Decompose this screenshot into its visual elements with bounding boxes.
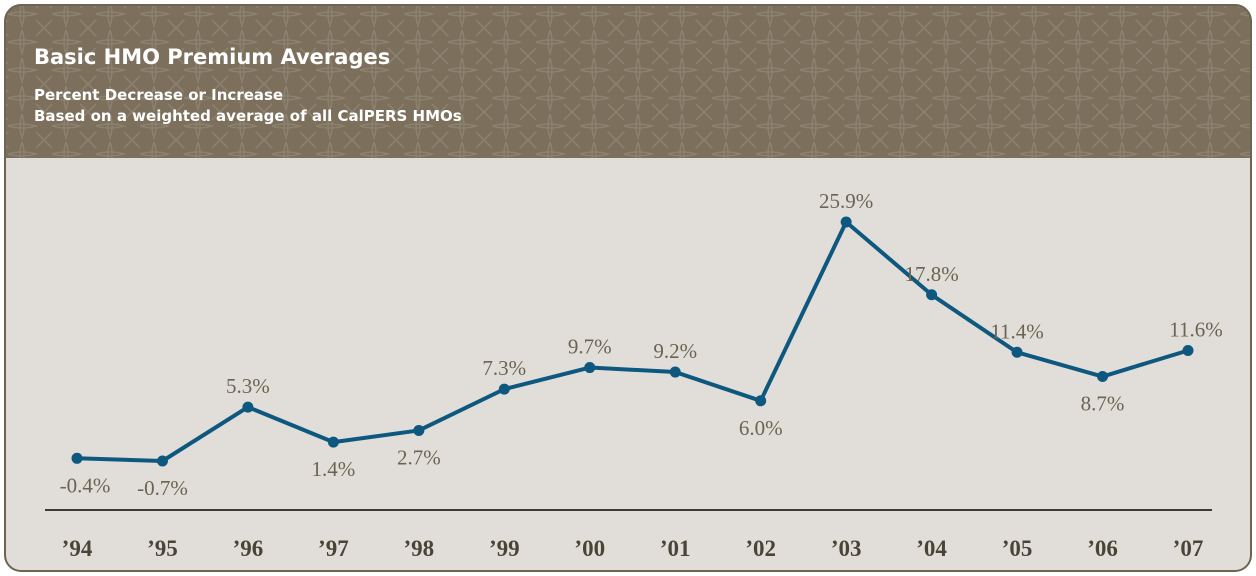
x-tick-label: ’98: [404, 536, 435, 561]
value-label: 7.3%: [482, 356, 526, 380]
x-tick-label: ’00: [574, 536, 605, 561]
value-label: 1.4%: [312, 457, 356, 481]
value-label: 8.7%: [1081, 392, 1125, 416]
x-tick-label: ’05: [1002, 536, 1033, 561]
x-tick-label: ’06: [1087, 536, 1118, 561]
value-label: 11.6%: [1169, 317, 1222, 341]
point: [156, 455, 168, 467]
value-label: 17.8%: [904, 262, 958, 286]
chart-title: Basic HMO Premium Averages: [34, 45, 390, 69]
value-label: 11.4%: [990, 319, 1043, 343]
point: [498, 383, 510, 395]
header-band: [5, 5, 1251, 158]
point: [413, 424, 425, 436]
point: [584, 362, 596, 374]
value-label: -0.7%: [137, 476, 188, 500]
value-label: 9.2%: [653, 339, 697, 363]
point: [1182, 344, 1194, 356]
x-tick-label: ’07: [1173, 536, 1204, 561]
point: [1097, 371, 1109, 383]
subtitle: Based on a weighted average of all CalPE…: [34, 107, 462, 125]
x-tick-label: ’97: [318, 536, 349, 561]
value-label: 5.3%: [226, 374, 270, 398]
point: [327, 436, 339, 448]
point: [669, 366, 681, 378]
panel: [5, 5, 1251, 571]
value-label: -0.4%: [60, 473, 111, 497]
x-tick-label: ’95: [147, 536, 178, 561]
panel-border: [4, 4, 1252, 572]
point: [840, 216, 852, 228]
x-tick-label: ’01: [660, 536, 691, 561]
x-tick-label: ’99: [489, 536, 520, 561]
value-label: 25.9%: [819, 189, 873, 213]
point: [755, 395, 767, 407]
x-tick-label: ’96: [233, 536, 264, 561]
value-label: 2.7%: [397, 445, 441, 469]
x-tick-label: ’94: [62, 536, 93, 561]
series-line: [76, 220, 1189, 463]
point: [71, 452, 83, 464]
x-tick-label: ’04: [916, 536, 947, 561]
value-label: 6.0%: [739, 416, 783, 440]
x-tick-label: ’02: [745, 536, 776, 561]
subtitle: Percent Decrease or Increase: [34, 86, 283, 104]
point: [242, 401, 254, 413]
point: [1011, 346, 1023, 358]
x-tick-label: ’03: [831, 536, 862, 561]
value-label: 9.7%: [568, 335, 612, 359]
point: [926, 289, 938, 301]
